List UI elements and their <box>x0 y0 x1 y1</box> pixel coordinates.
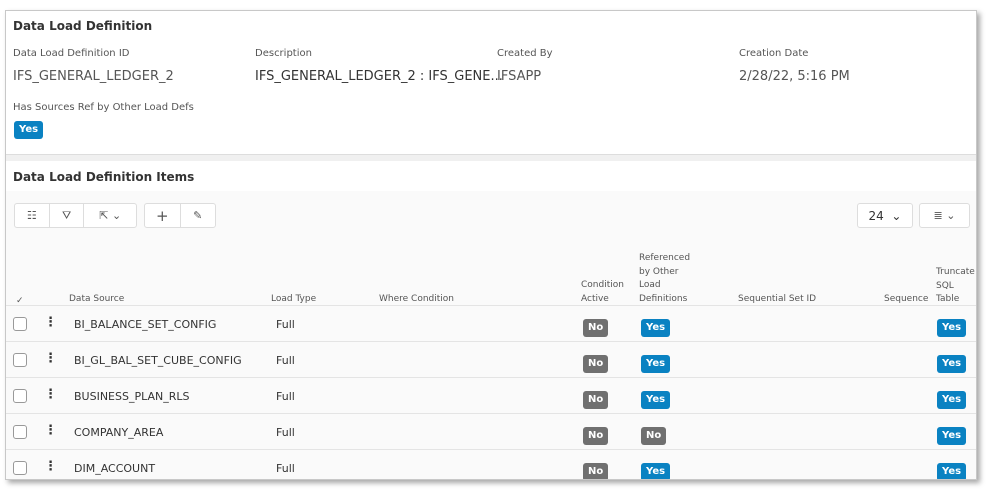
data-source-cell[interactable]: BUSINESS_PLAN_RLS <box>74 390 190 403</box>
condition-active-badge: No <box>583 427 609 445</box>
table-row[interactable]: ⋮ BI_GL_BAL_SET_CUBE_CONFIG Full No Yes … <box>6 341 976 377</box>
page-size-select[interactable]: 24 ⌄ <box>857 203 913 228</box>
has-sources-badge: Yes <box>14 121 44 139</box>
truncate-badge: Yes <box>937 319 967 337</box>
col-text: Load <box>639 280 661 290</box>
col-text: Table <box>936 294 960 304</box>
data-source-cell[interactable]: BI_BALANCE_SET_CONFIG <box>74 318 217 331</box>
field-label: Description <box>255 48 312 59</box>
col-condition-active[interactable]: Condition Active <box>581 279 624 306</box>
more-options-icon[interactable]: ⋮ <box>44 351 57 366</box>
col-text: Condition <box>581 280 624 290</box>
col-sequential-set-id[interactable]: Sequential Set ID <box>738 294 817 304</box>
density-select[interactable]: ≣ ⌄ <box>919 203 970 228</box>
truncate-badge: Yes <box>937 427 967 445</box>
col-sequence[interactable]: Sequence <box>884 294 929 304</box>
data-source-cell[interactable]: DIM_ACCOUNT <box>74 462 156 475</box>
col-text: Definitions <box>639 293 688 304</box>
truncate-badge: Yes <box>937 355 967 373</box>
header-title: Data Load Definition <box>13 19 153 33</box>
export-icon[interactable]: ⇱ ⌄ <box>99 209 122 222</box>
field-value: IFS_GENERAL_LEDGER_2 : IFS_GENE... <box>255 69 503 84</box>
edit-icon[interactable]: ✎ <box>193 209 203 222</box>
referenced-badge: Yes <box>641 391 671 409</box>
field-value: 2/28/22, 5:16 PM <box>739 69 850 84</box>
row-checkbox[interactable] <box>13 317 27 331</box>
page-size-value: 24 <box>868 208 884 223</box>
truncate-badge: Yes <box>937 463 967 479</box>
condition-active-badge: No <box>583 463 609 479</box>
referenced-badge: Yes <box>641 463 671 479</box>
filter-icon[interactable]: ⛛ <box>50 204 85 227</box>
col-text: Truncate <box>936 267 975 277</box>
more-options-icon[interactable]: ⋮ <box>44 423 57 438</box>
referenced-badge: Yes <box>641 355 671 373</box>
header-card: Data Load Definition Data Load Definitio… <box>6 11 976 155</box>
table-row[interactable]: ⋮ DIM_ACCOUNT Full No Yes Yes <box>6 449 976 479</box>
col-text: SQL <box>936 280 954 291</box>
condition-active-badge: No <box>583 391 609 409</box>
load-type-cell: Full <box>276 462 295 475</box>
select-all-checkbox[interactable]: ✓ <box>16 296 24 306</box>
row-checkbox[interactable] <box>13 425 27 439</box>
row-checkbox[interactable] <box>13 461 27 475</box>
field-label: Data Load Definition ID <box>13 48 130 59</box>
field-label: Created By <box>497 48 553 59</box>
col-truncate[interactable]: Truncate SQL Table <box>936 266 975 307</box>
table-row[interactable]: ⋮ COMPANY_AREA Full No No Yes <box>6 413 976 449</box>
items-title: Data Load Definition Items <box>13 170 195 184</box>
window: Data Load Definition Data Load Definitio… <box>5 10 977 480</box>
data-source-cell[interactable]: COMPANY_AREA <box>74 426 164 439</box>
truncate-badge: Yes <box>937 391 967 409</box>
field-value: IFS_GENERAL_LEDGER_2 <box>13 69 174 84</box>
col-data-source[interactable]: Data Source <box>69 294 125 304</box>
col-text: Active <box>581 293 609 304</box>
condition-active-badge: No <box>583 355 609 373</box>
col-text: by Other <box>639 266 679 277</box>
add-icon[interactable]: + <box>145 204 181 227</box>
referenced-badge: Yes <box>641 319 671 337</box>
load-type-cell: Full <box>276 354 295 367</box>
condition-active-badge: No <box>583 319 609 337</box>
load-type-cell: Full <box>276 318 295 331</box>
list-view-icon[interactable]: ☷ <box>15 204 50 227</box>
field-value: IFSAPP <box>497 69 542 84</box>
col-load-type[interactable]: Load Type <box>271 294 317 304</box>
load-type-cell: Full <box>276 426 295 439</box>
table-row[interactable]: ⋮ BUSINESS_PLAN_RLS Full No Yes Yes <box>6 377 976 413</box>
row-checkbox[interactable] <box>13 353 27 367</box>
data-source-cell[interactable]: BI_GL_BAL_SET_CUBE_CONFIG <box>74 354 242 367</box>
table-row[interactable]: ⋮ BI_BALANCE_SET_CONFIG Full No Yes Yes <box>6 305 976 341</box>
row-checkbox[interactable] <box>13 389 27 403</box>
col-referenced[interactable]: Referenced by Other Load Definitions <box>639 252 690 306</box>
more-options-icon[interactable]: ⋮ <box>44 459 57 474</box>
load-type-cell: Full <box>276 390 295 403</box>
items-section: Data Load Definition Items ☷ ⛛ ⇱ ⌄ + ✎ 2… <box>6 161 976 479</box>
field-label: Creation Date <box>739 48 809 59</box>
more-options-icon[interactable]: ⋮ <box>44 315 57 330</box>
density-icon: ≣ ⌄ <box>933 209 956 222</box>
col-where-condition[interactable]: Where Condition <box>379 294 454 304</box>
referenced-badge: No <box>641 427 667 445</box>
col-text: Referenced <box>639 253 691 263</box>
has-sources-label: Has Sources Ref by Other Load Defs <box>13 102 194 113</box>
more-options-icon[interactable]: ⋮ <box>44 387 57 402</box>
